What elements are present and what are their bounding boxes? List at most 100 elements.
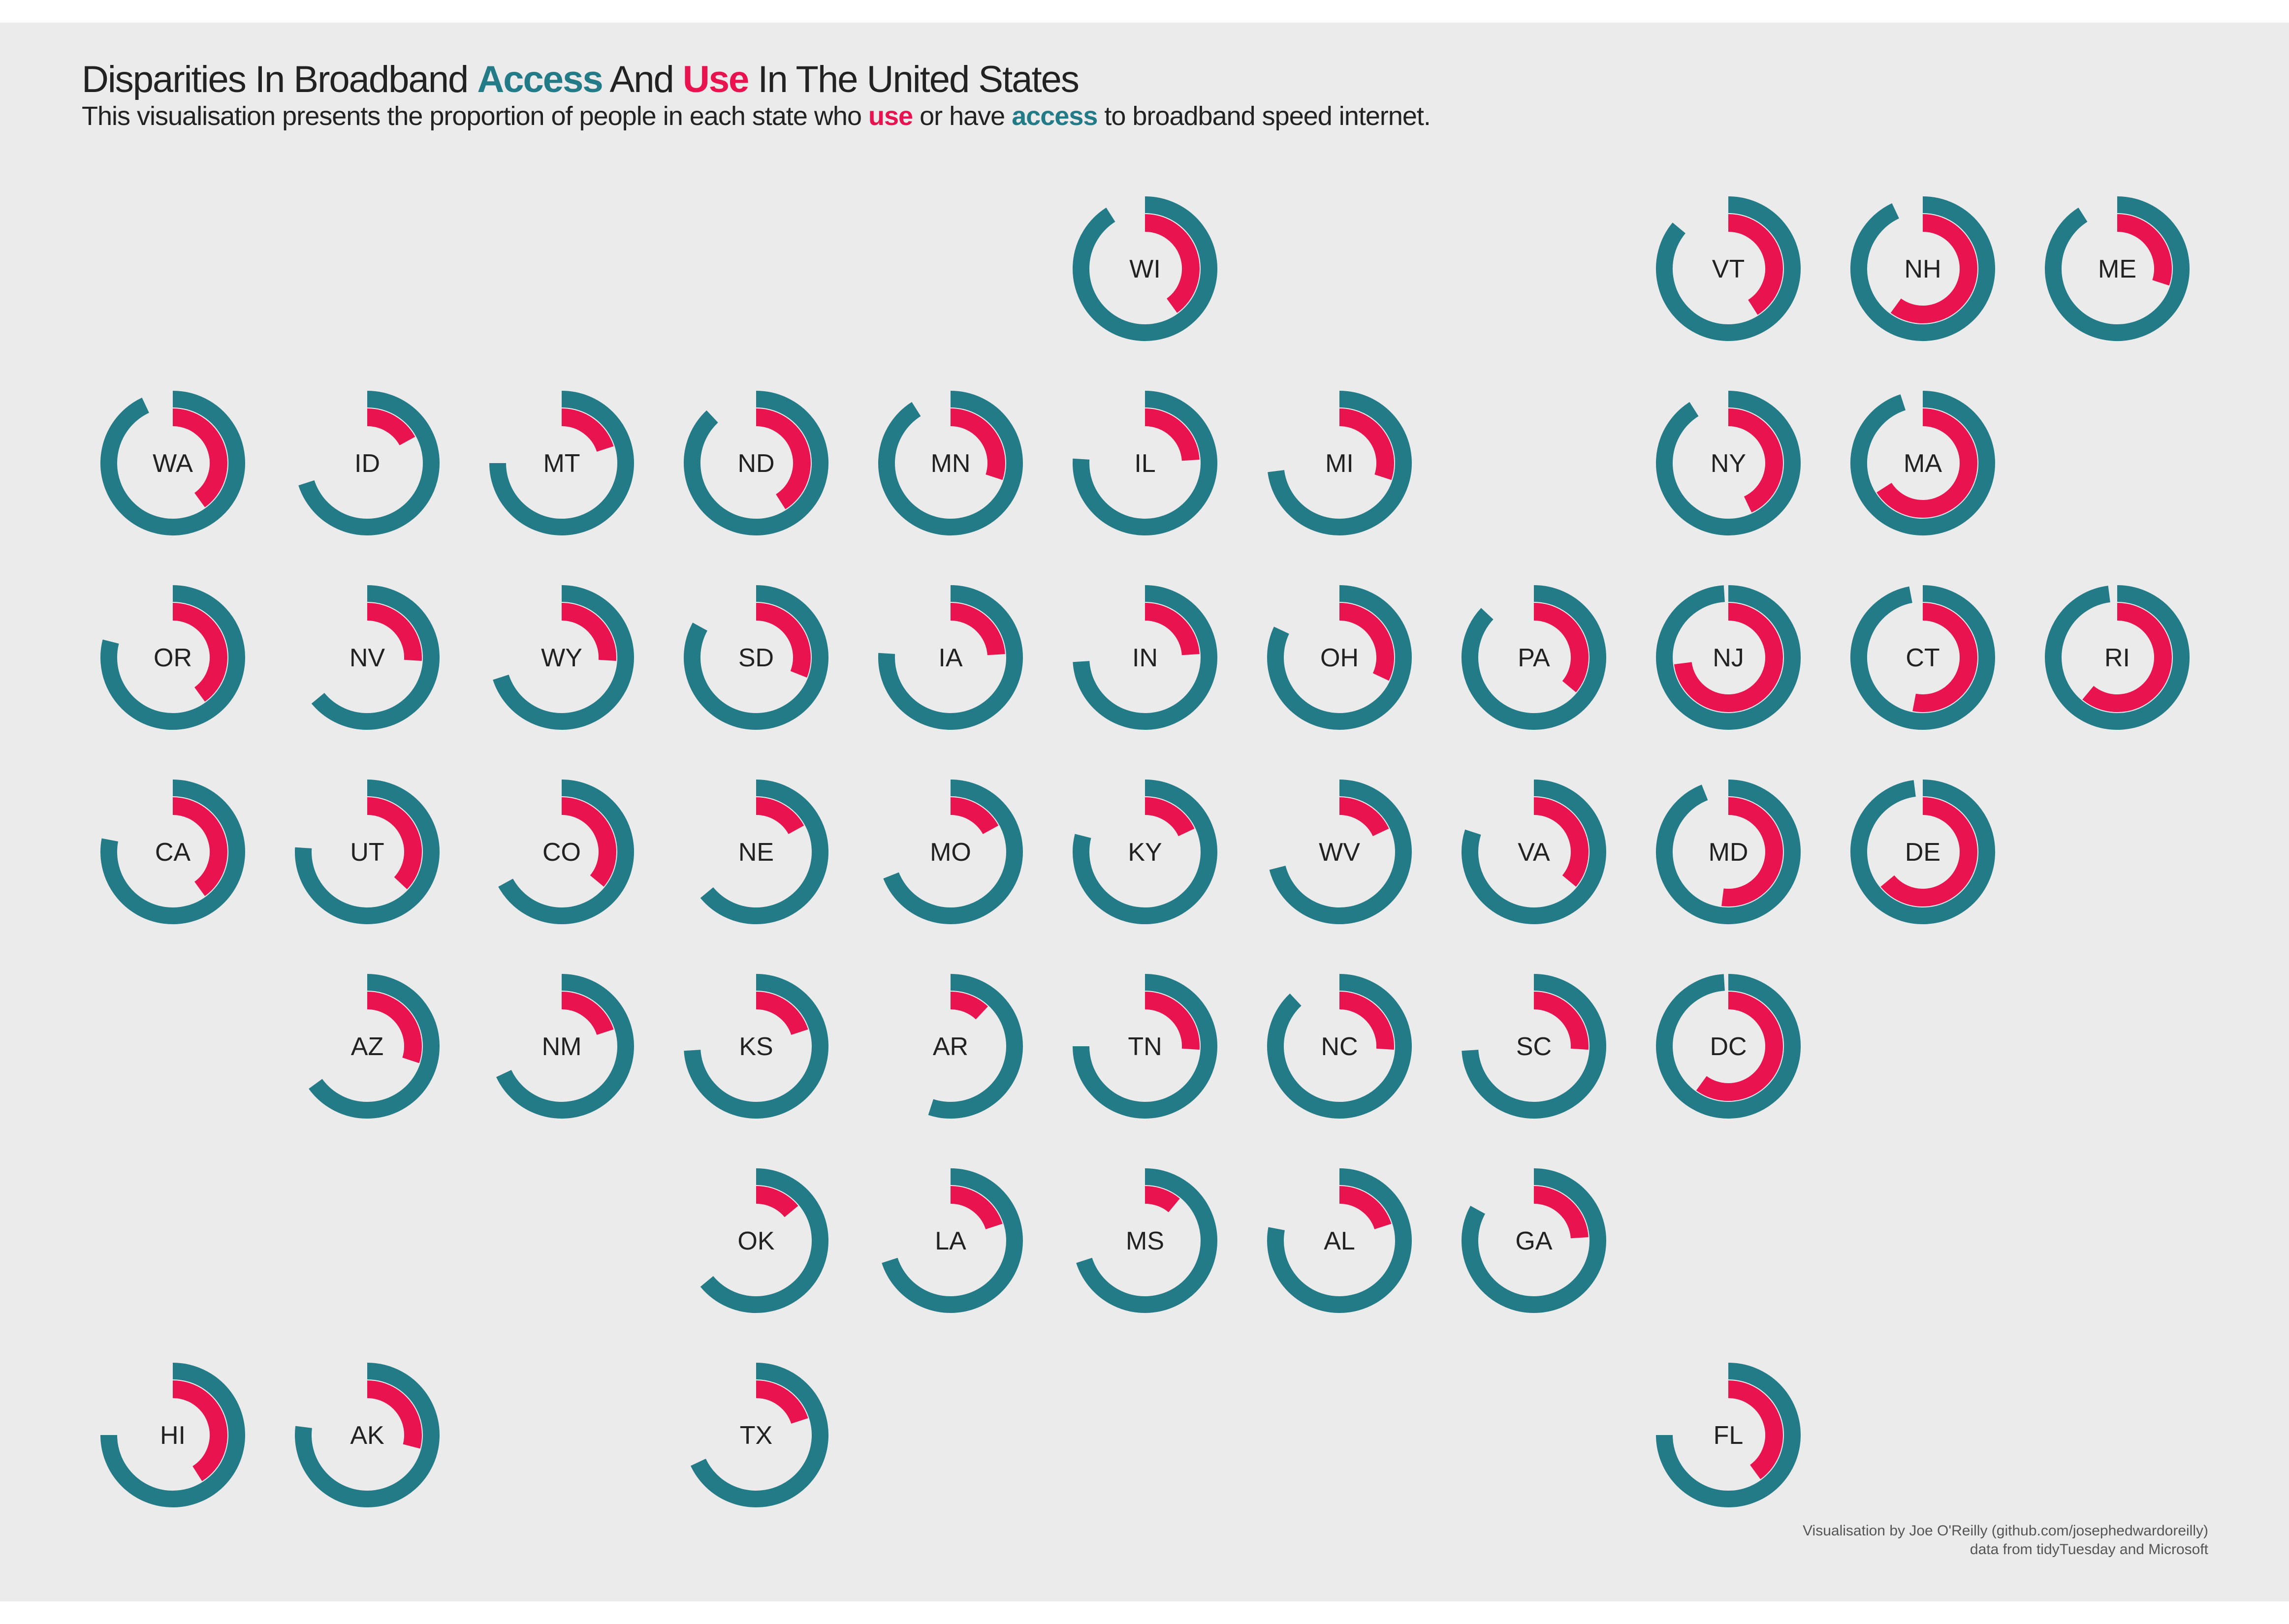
access-arc-vt [1656,196,1801,341]
state-tile-me: ME [2045,196,2190,341]
state-tile-in: IN [1073,585,1217,730]
state-tile-nd: ND [684,391,828,535]
access-arc-nc [1267,974,1412,1119]
use-arc-ct [1912,603,1977,712]
state-tile-md: MD [1656,780,1801,924]
state-tile-tn: TN [1073,974,1217,1119]
use-arc-nm [561,992,614,1035]
state-tile-ia: IA [878,585,1023,730]
state-label-az: AZ [351,1032,383,1061]
subtitle-mid: or have [913,101,1012,131]
use-arc-oh [1339,603,1394,681]
access-arc-ky [1073,780,1217,924]
access-arc-nv [311,585,440,730]
access-arc-ks [684,974,828,1119]
state-tile-nj: NJ [1656,585,1801,730]
state-label-or: OR [154,644,192,672]
state-tile-ms: MS [1076,1168,1217,1313]
state-label-ut: UT [350,838,384,867]
state-label-nm: NM [542,1032,582,1061]
access-arc-la [882,1168,1023,1313]
access-arc-ok [700,1168,828,1313]
state-label-nd: ND [737,449,774,478]
access-arc-ia [878,585,1023,730]
state-label-md: MD [1709,838,1749,867]
state-label-ky: KY [1128,838,1162,867]
state-tile-oh: OH [1267,585,1412,730]
use-arc-fl [1728,1380,1783,1479]
use-arc-az [367,992,422,1063]
state-label-me: ME [2098,255,2136,283]
state-label-ct: CT [1906,644,1939,672]
access-arc-mn [878,391,1023,535]
use-arc-al [1339,1186,1392,1230]
use-arc-vt [1728,214,1783,315]
access-arc-tx [691,1363,828,1507]
state-tile-mo: MO [883,780,1023,924]
access-arc-co [498,780,634,924]
state-label-nc: NC [1321,1032,1358,1061]
access-arc-mo [883,780,1023,924]
state-tile-ak: AK [295,1363,440,1507]
state-label-id: ID [354,449,380,478]
use-arc-co [561,797,616,887]
use-arc-ks [756,992,808,1035]
use-arc-ms [1144,1186,1180,1213]
use-arc-nd [756,408,811,509]
use-arc-la [950,1186,1003,1230]
state-tile-co: CO [498,780,634,924]
access-arc-ri [2045,585,2190,730]
use-arc-mt [561,408,614,452]
access-arc-pa [1462,585,1606,730]
state-tile-ky: KY [1073,780,1217,924]
state-label-pa: PA [1518,644,1550,672]
state-label-mt: MT [543,449,580,478]
use-arc-ne [756,797,804,835]
state-tile-ks: KS [684,974,828,1119]
access-arc-wv [1269,780,1412,924]
state-tile-sd: SD [684,585,828,730]
use-arc-ar [950,992,988,1020]
state-label-dc: DC [1710,1032,1747,1061]
access-arc-ak [295,1363,440,1507]
access-arc-nj [1656,585,1801,730]
state-tile-va: VA [1462,780,1606,924]
state-label-fl: FL [1714,1421,1744,1450]
use-arc-nj [1674,603,1783,712]
state-tile-la: LA [882,1168,1023,1313]
use-arc-wi [1144,214,1200,313]
state-label-nj: NJ [1713,644,1744,672]
access-arc-mi [1268,391,1412,535]
state-label-mo: MO [930,838,971,867]
state-label-ma: MA [1904,449,1942,478]
access-arc-oh [1267,585,1412,730]
access-arc-de [1850,780,1996,924]
state-label-ne: NE [738,838,774,867]
use-arc-wa [172,408,227,507]
state-label-de: DE [1905,838,1940,867]
use-arc-tn [1144,992,1200,1050]
state-tile-mn: MN [878,391,1023,535]
access-arc-wi [1073,196,1217,341]
state-label-ny: NY [1711,449,1746,478]
state-label-mi: MI [1325,449,1354,478]
state-label-sd: SD [738,644,774,672]
state-label-ak: AK [350,1421,384,1450]
state-tile-nm: NM [496,974,634,1119]
access-arc-wa [100,391,245,535]
use-arc-de [1880,797,1977,906]
credit: Visualisation by Joe O'Reilly (github.co… [1803,1522,2208,1559]
state-tile-dc: DC [1656,974,1801,1119]
access-arc-wy [493,585,634,730]
use-arc-tx [756,1380,808,1424]
credit-line-1: Visualisation by Joe O'Reilly (github.co… [1803,1523,2208,1539]
use-arc-ky [1144,797,1195,837]
state-tile-wi: WI [1073,196,1217,341]
state-tile-al: AL [1267,1168,1412,1313]
state-tile-de: DE [1850,780,1996,924]
use-arc-or [172,603,227,702]
use-arc-id [367,408,415,446]
chart-subtitle: This visualisation presents the proporti… [82,101,1431,131]
title-post: In The United States [748,59,1079,100]
state-tile-id: ID [298,391,440,535]
